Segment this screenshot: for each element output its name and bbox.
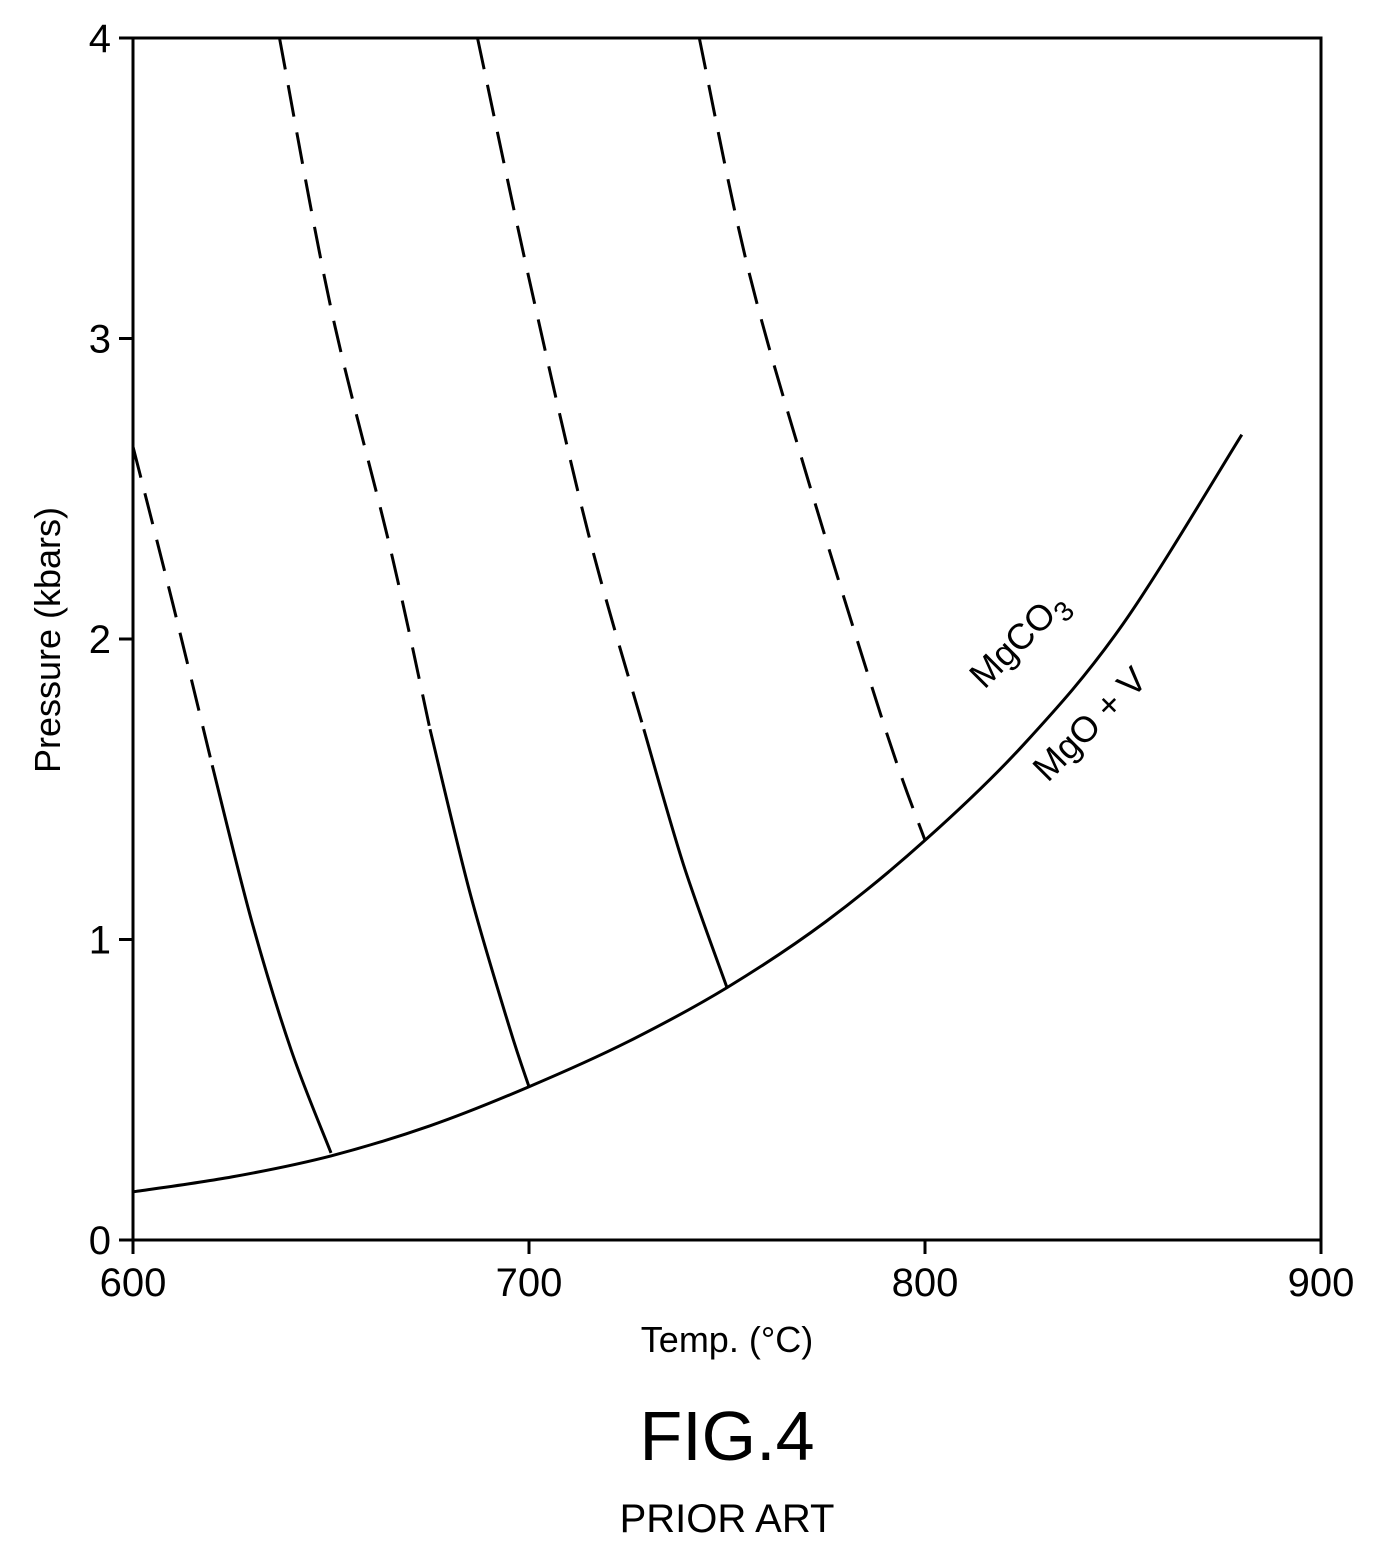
dashed-curve bbox=[476, 37, 646, 730]
solid-curve bbox=[210, 764, 333, 1154]
y-axis-label: Pressure (kbars) bbox=[27, 507, 68, 773]
dashed-curve bbox=[278, 37, 432, 730]
series-group bbox=[131, 37, 1244, 1194]
x-tick-label: 700 bbox=[496, 1261, 563, 1305]
dashed-curve bbox=[131, 446, 214, 766]
solid-curve bbox=[642, 728, 729, 989]
annotation-mgco3: MgCO3 bbox=[961, 582, 1080, 701]
figure-caption: FIG.4 bbox=[639, 1397, 814, 1475]
y-tick-label: 4 bbox=[89, 17, 111, 61]
plot-frame bbox=[131, 36, 1323, 1242]
solid-curve bbox=[132, 433, 1244, 1194]
x-tick-label: 800 bbox=[892, 1261, 959, 1305]
y-tick-label: 1 bbox=[89, 919, 111, 963]
x-tick-label: 900 bbox=[1288, 1261, 1355, 1305]
axis-ticks: 600 700 800 900 0 1 2 3 4 bbox=[89, 17, 1355, 1305]
y-tick-label: 0 bbox=[89, 1219, 111, 1263]
x-tick-label: 600 bbox=[100, 1261, 167, 1305]
solid-curve bbox=[428, 728, 531, 1088]
x-axis-label: Temp. (°C) bbox=[641, 1319, 813, 1360]
y-tick-label: 3 bbox=[89, 318, 111, 362]
figure-note: PRIOR ART bbox=[620, 1497, 835, 1541]
annotation-subscript: 3 bbox=[1047, 595, 1080, 628]
dashed-curve bbox=[697, 37, 927, 841]
y-tick-label: 2 bbox=[89, 618, 111, 662]
